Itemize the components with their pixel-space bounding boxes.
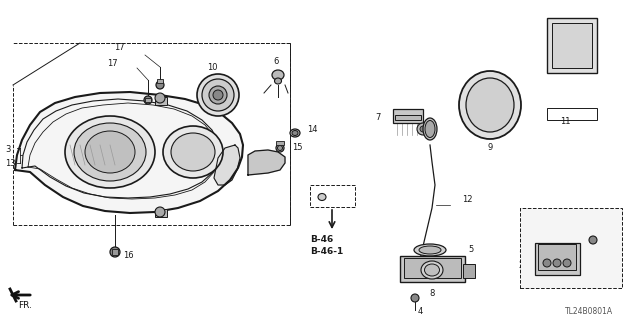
Bar (157, 79, 163, 83)
Ellipse shape (414, 244, 446, 256)
Text: 18: 18 (600, 233, 611, 241)
Text: B-46-1: B-46-1 (310, 248, 343, 256)
Text: 8: 8 (429, 290, 435, 299)
Ellipse shape (459, 71, 521, 139)
Circle shape (155, 207, 165, 217)
Circle shape (420, 126, 426, 132)
Text: 15: 15 (292, 143, 303, 152)
Ellipse shape (74, 123, 146, 181)
Ellipse shape (278, 145, 282, 151)
Bar (395, 115, 421, 120)
Text: 3: 3 (5, 145, 10, 154)
Text: 2: 2 (518, 261, 524, 270)
Bar (520, 208, 622, 288)
Text: 13: 13 (5, 159, 15, 167)
Circle shape (417, 123, 429, 135)
Text: 12: 12 (462, 196, 472, 204)
Ellipse shape (65, 116, 155, 188)
Bar (463, 264, 475, 278)
Text: 5: 5 (468, 246, 473, 255)
Text: 11: 11 (560, 117, 570, 127)
Circle shape (110, 247, 120, 257)
Ellipse shape (197, 74, 239, 116)
Bar (552, 23, 592, 68)
Bar (310, 185, 355, 207)
Circle shape (155, 93, 165, 103)
Polygon shape (214, 145, 240, 185)
Circle shape (563, 259, 571, 267)
Bar (538, 244, 576, 270)
Ellipse shape (318, 194, 326, 201)
Text: 9: 9 (488, 144, 493, 152)
Ellipse shape (292, 130, 298, 136)
Ellipse shape (425, 121, 435, 137)
Ellipse shape (209, 86, 227, 104)
Text: TL24B0801A: TL24B0801A (565, 308, 613, 316)
Circle shape (411, 294, 419, 302)
Ellipse shape (213, 90, 223, 100)
Text: 14: 14 (307, 125, 317, 135)
Bar (276, 141, 284, 145)
Ellipse shape (423, 118, 437, 140)
Text: 6: 6 (273, 56, 278, 65)
Bar (404, 258, 461, 278)
Ellipse shape (421, 261, 443, 279)
Ellipse shape (276, 144, 284, 152)
Circle shape (553, 259, 561, 267)
Bar (112, 249, 118, 255)
Circle shape (144, 96, 152, 104)
Circle shape (543, 259, 551, 267)
Text: 10: 10 (207, 63, 217, 71)
Polygon shape (15, 92, 243, 213)
Bar (393, 109, 423, 123)
Ellipse shape (424, 264, 440, 276)
Bar (535, 243, 580, 275)
Text: 17: 17 (115, 43, 125, 53)
Bar (547, 18, 597, 73)
Text: 1: 1 (518, 250, 524, 259)
Ellipse shape (466, 78, 514, 132)
Ellipse shape (202, 79, 234, 111)
Text: FR.: FR. (18, 300, 32, 309)
Ellipse shape (290, 129, 300, 137)
Text: 7: 7 (375, 114, 380, 122)
Circle shape (589, 236, 597, 244)
Bar (155, 209, 167, 217)
Ellipse shape (85, 131, 135, 173)
Bar (145, 98, 151, 102)
Text: 16: 16 (123, 250, 134, 259)
Bar (547, 108, 597, 120)
Ellipse shape (171, 133, 215, 171)
Bar (400, 256, 465, 282)
Ellipse shape (419, 246, 441, 254)
Polygon shape (248, 150, 285, 175)
Ellipse shape (272, 70, 284, 80)
Text: B-46: B-46 (310, 235, 333, 244)
Ellipse shape (275, 78, 282, 84)
Text: 4: 4 (418, 307, 423, 315)
Text: 17: 17 (108, 58, 118, 68)
Circle shape (414, 262, 426, 274)
Bar (155, 97, 167, 105)
Circle shape (156, 81, 164, 89)
Ellipse shape (163, 126, 223, 178)
